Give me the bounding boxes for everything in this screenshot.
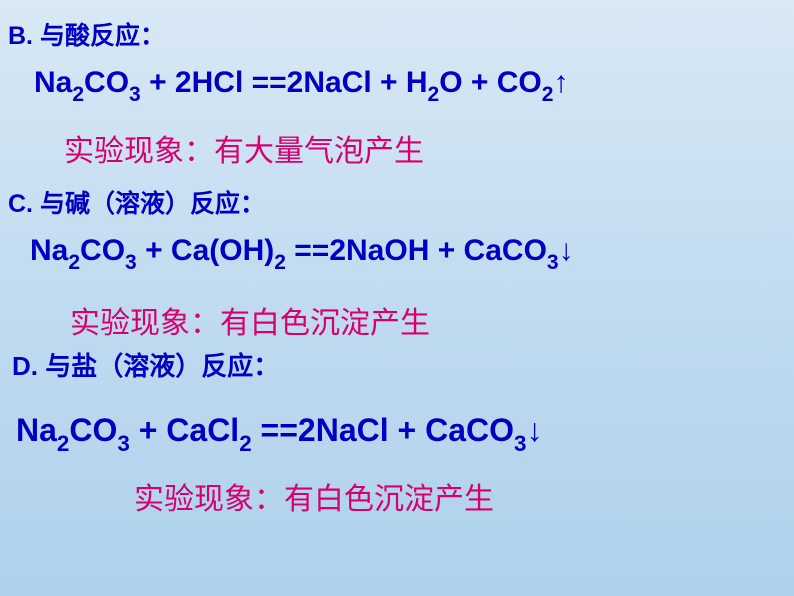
section-d-heading: D. 与盐（溶液）反应： [12, 346, 279, 383]
section-d-observation: 实验现象：有白色沉淀产生 [134, 474, 494, 518]
section-c-equation: Na2CO3 + Ca(OH)2 ==2NaOH + CaCO3↓ [30, 234, 574, 273]
section-c-label: C. [8, 190, 33, 218]
section-d-label: D. [12, 351, 38, 381]
section-b-equation: Na2CO3 + 2HCl ==2NaCl + H2O + CO2↑ [34, 66, 568, 105]
section-d-equation: Na2CO3 + CaCl2 ==2NaCl + CaCO3↓ [16, 412, 542, 454]
section-c-heading-text: 与碱（溶液）反应： [40, 190, 265, 218]
section-c-heading: C. 与碱（溶液）反应： [8, 184, 265, 220]
section-b-heading-text: 与酸反应： [40, 22, 165, 50]
section-b-heading: B. 与酸反应： [8, 16, 165, 52]
section-b-observation: 实验现象：有大量气泡产生 [64, 126, 424, 170]
section-d-heading-text: 与盐（溶液）反应： [45, 351, 279, 381]
section-b-label: B. [8, 22, 33, 50]
section-c-observation: 实验现象：有白色沉淀产生 [70, 298, 430, 342]
